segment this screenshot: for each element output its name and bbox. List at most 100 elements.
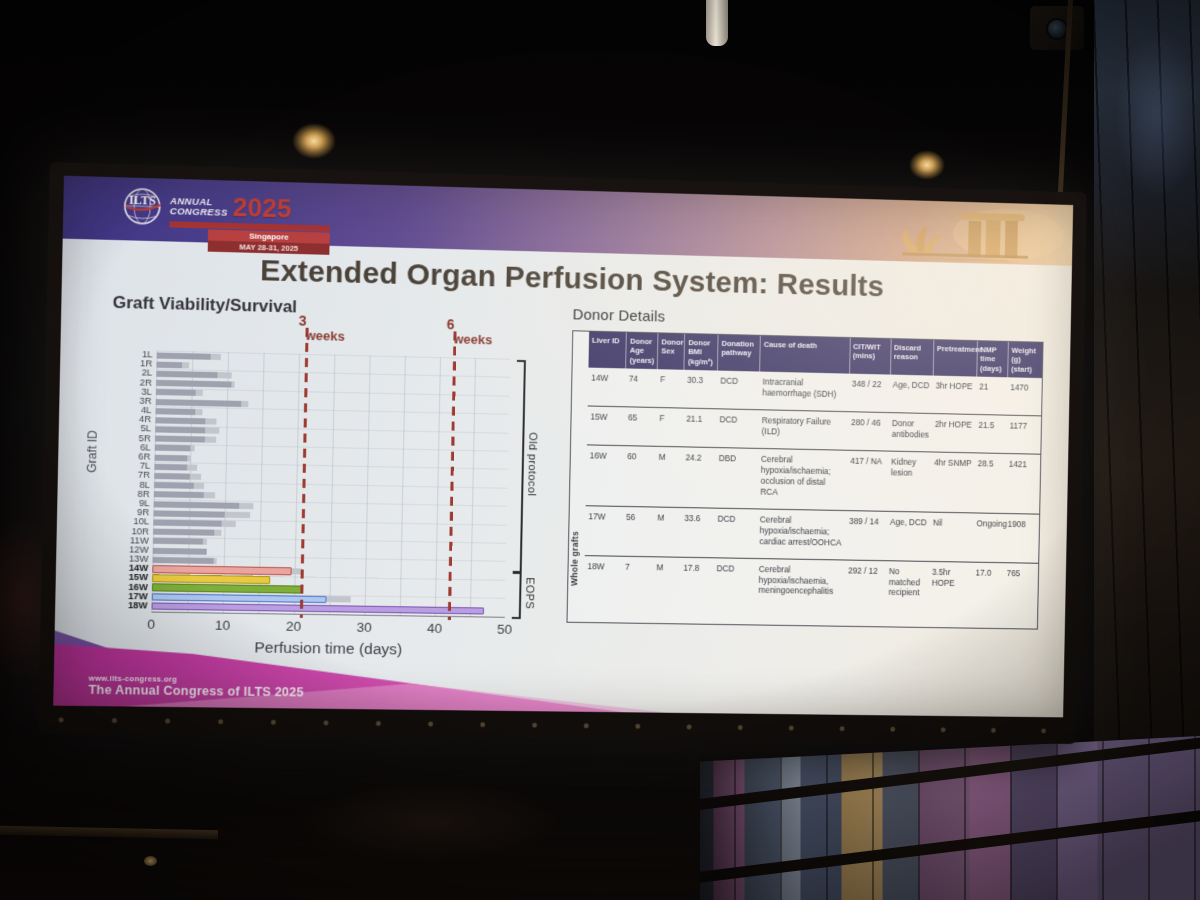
table-cell: 18W	[583, 555, 623, 605]
graft-bar	[153, 519, 222, 527]
graft-bar	[155, 426, 206, 434]
table-cell: 24.2	[681, 446, 717, 508]
graft-bar	[156, 370, 217, 379]
graft-bar	[153, 491, 204, 499]
graft-bar	[152, 547, 207, 555]
graft-bar	[155, 389, 196, 397]
donor-details-panel: Donor Details Whole grafts Liver ID Donor…	[566, 306, 1044, 630]
table-row: 16W 60 M 24.2 DBD Cerebral hypoxia/ischaemia;…	[585, 445, 1041, 514]
table-cell: 4hr SNMP	[930, 452, 976, 513]
graft-label: 18W	[127, 600, 148, 611]
donor-table-frame: Whole grafts Liver ID Donor Age (years) Do…	[566, 330, 1044, 630]
table-cell: DCD	[713, 507, 758, 559]
x-axis-tick: 0	[147, 616, 156, 632]
graft-bar	[156, 361, 182, 369]
table-column-header: Donor BMI (kg/m²)	[684, 334, 719, 372]
table-cell: 74	[628, 373, 639, 385]
graft-bar	[155, 398, 242, 407]
table-cell: 30.3	[686, 375, 704, 386]
graft-bar	[154, 463, 187, 471]
x-axis: 0 10 20 30 40 50	[147, 611, 512, 640]
x-axis-tick: 50	[496, 621, 513, 637]
table-cell: DBD	[714, 447, 759, 509]
graft-bar	[156, 379, 232, 388]
table-cell: Age, DCD	[892, 380, 930, 391]
table-cell: Cerebral hypoxia/ischaemia; occlusion of…	[757, 448, 848, 511]
week-reference-label: 6 weeks	[446, 316, 493, 348]
table-column-header: Liver ID	[588, 331, 627, 369]
ceiling-spotlight	[286, 118, 342, 164]
table-cell: Respiratory Failure (ILD)	[758, 410, 849, 451]
table-column-header: Pretreatment	[932, 340, 982, 378]
graft-survival-chart: Graft Viability/Survival 1L 1R 2L 2R 3L 3R 4L 4…	[85, 293, 567, 662]
table-column-header: Donor Age (years)	[626, 332, 659, 370]
table-row: 18W 7 M 17.8 DCD Cerebral hypoxia/ischaemia, …	[583, 555, 1039, 612]
donor-table: Liver ID Donor Age (years) Donor Sex Donor …	[583, 331, 1043, 612]
table-cell: Nil	[929, 511, 974, 562]
table-cell: 765	[1003, 562, 1039, 612]
table-cell: F	[660, 374, 666, 385]
table-cell: 21	[979, 382, 989, 393]
table-column-header: Cause of death	[759, 335, 850, 375]
table-cell: 17.8	[679, 556, 714, 607]
table-cell: M	[653, 506, 682, 557]
table-cell: 348 / 22	[851, 379, 882, 390]
table-cell: 28.5	[973, 453, 1007, 514]
x-axis-tick: 10	[214, 617, 231, 633]
table-column-header: Weight (g) (start)	[1007, 341, 1043, 379]
table-cell: 65	[624, 407, 657, 447]
projector-unit	[1030, 6, 1084, 50]
logo-year: 2025	[232, 191, 292, 224]
table-cell: 1908	[1004, 513, 1040, 563]
graft-bar	[154, 454, 187, 462]
table-cell: 3.5hr HOPE	[928, 561, 973, 611]
table-cell: 2hr HOPE	[931, 413, 976, 454]
table-column-header: Donor Sex	[657, 333, 685, 371]
table-cell: Donor antibodies	[888, 412, 933, 453]
table-cell: 56	[622, 506, 655, 557]
group-bracket-label: Old protocol	[525, 432, 539, 497]
graft-bar	[154, 445, 191, 452]
table-cell: Kidney lesion	[887, 451, 932, 512]
table-column-header: Donation pathway	[717, 334, 761, 372]
group-bracket-label: EOPS	[522, 577, 536, 610]
x-axis-tick: 40	[426, 620, 443, 636]
table-cell: Age, DCD	[886, 511, 931, 562]
table-cell: No matched recipient	[885, 560, 930, 610]
x-axis-tick: 20	[285, 618, 302, 634]
table-cell: M	[654, 446, 683, 508]
graft-bar	[154, 435, 205, 443]
graft-bar	[153, 528, 214, 536]
graft-bar	[155, 417, 206, 425]
table-cell: 15W	[586, 406, 626, 446]
graft-bar	[156, 352, 211, 360]
handrail	[688, 803, 1200, 888]
table-cell: Cerebral hypoxia/ischaemia, meningoencep…	[755, 558, 846, 609]
table-cell: 21.5	[975, 414, 1007, 454]
table-cell: DCD	[716, 409, 760, 449]
graft-bar	[152, 538, 203, 545]
table-cell: Cerebral hypoxia/ischaemia; cardiac arre…	[756, 508, 847, 560]
pendant-light	[706, 0, 728, 46]
side-label-whole-grafts: Whole grafts	[569, 530, 581, 587]
projector-lens-icon	[1046, 18, 1068, 40]
table-cell: 60	[623, 445, 656, 507]
projection-screen-bezel: ILTS ANNUAL CONGRESS 2025 Singapore MAY …	[38, 162, 1087, 745]
table-cell: Ongoing	[972, 512, 1007, 563]
group-bracket	[511, 571, 522, 619]
table-row: 17W 56 M 33.6 DCD Cerebral hypoxia/ischaemia;…	[584, 505, 1040, 563]
table-cell: Intracranial haemorrhage (SDH)	[762, 377, 837, 400]
table-cell: 280 / 46	[847, 411, 890, 452]
y-axis-title: Graft ID	[84, 429, 100, 473]
floor-light	[144, 856, 157, 866]
table-cell: 16W	[585, 445, 625, 507]
table-cell: 389 / 14	[845, 510, 888, 561]
table-cell: 1177	[1006, 415, 1042, 455]
table-cell: M	[652, 556, 681, 606]
graft-bar	[153, 500, 240, 509]
table-cell: 3hr HOPE	[935, 380, 973, 392]
table-cell: 1421	[1005, 453, 1041, 514]
table-cell: F	[655, 407, 684, 447]
footer-congress: The Annual Congress of ILTS 2025	[88, 682, 304, 700]
